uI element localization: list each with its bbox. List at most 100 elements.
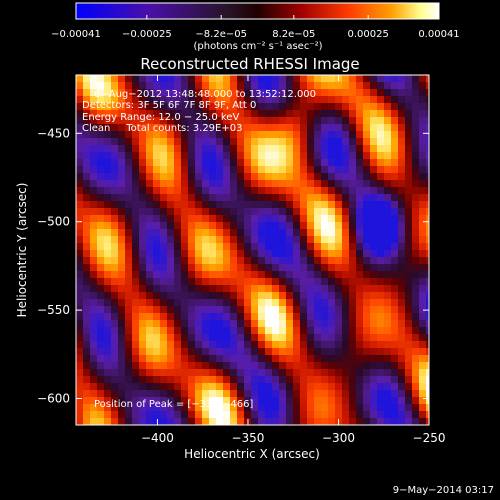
- heatmap-cell: [118, 152, 125, 159]
- heatmap-cell: [244, 131, 251, 138]
- heatmap-cell: [342, 201, 349, 208]
- x-tick-label: −400: [141, 431, 174, 445]
- heatmap-cell: [167, 418, 174, 425]
- heatmap-cell: [335, 250, 342, 257]
- heatmap-cell: [293, 250, 300, 257]
- heatmap-cell: [426, 264, 429, 271]
- heatmap-cell: [111, 243, 118, 250]
- heatmap-cell: [90, 103, 97, 110]
- heatmap-cell: [405, 145, 412, 152]
- heatmap-cell: [293, 355, 300, 362]
- heatmap-cell: [167, 124, 174, 131]
- y-tick-label: −550: [37, 303, 70, 317]
- heatmap-cell: [300, 138, 307, 145]
- heatmap-cell: [419, 82, 426, 89]
- heatmap-cell: [426, 117, 429, 124]
- heatmap-cell: [258, 103, 265, 110]
- heatmap-cell: [349, 257, 356, 264]
- heatmap-cell: [174, 264, 181, 271]
- heatmap-cell: [160, 131, 167, 138]
- heatmap-cell: [244, 271, 251, 278]
- heatmap-cell: [405, 348, 412, 355]
- heatmap-cell: [160, 194, 167, 201]
- heatmap-cell: [272, 250, 279, 257]
- heatmap-cell: [377, 404, 384, 411]
- heatmap-cell: [230, 411, 237, 418]
- heatmap-cell: [426, 89, 429, 96]
- heatmap-cell: [209, 124, 216, 131]
- heatmap-cell: [174, 110, 181, 117]
- heatmap-cell: [342, 208, 349, 215]
- heatmap-cell: [181, 124, 188, 131]
- heatmap-cell: [251, 243, 258, 250]
- heatmap-cell: [293, 348, 300, 355]
- heatmap-cell: [146, 208, 153, 215]
- heatmap-cell: [286, 285, 293, 292]
- heatmap-cell: [426, 390, 429, 397]
- heatmap-cell: [405, 243, 412, 250]
- heatmap-cell: [125, 222, 132, 229]
- heatmap-cell: [202, 299, 209, 306]
- heatmap-cell: [223, 320, 230, 327]
- heatmap-cell: [419, 236, 426, 243]
- heatmap-cell: [356, 355, 363, 362]
- heatmap-cell: [139, 117, 146, 124]
- heatmap-cell: [286, 306, 293, 313]
- heatmap-cell: [237, 201, 244, 208]
- heatmap-cell: [405, 299, 412, 306]
- heatmap-cell: [265, 152, 272, 159]
- heatmap-cell: [398, 278, 405, 285]
- heatmap-cell: [412, 124, 419, 131]
- heatmap-cell: [419, 145, 426, 152]
- heatmap-cell: [356, 341, 363, 348]
- heatmap-cell: [349, 187, 356, 194]
- heatmap-cell: [321, 376, 328, 383]
- heatmap-cell: [279, 215, 286, 222]
- heatmap-cell: [83, 75, 90, 82]
- heatmap-cell: [76, 236, 83, 243]
- heatmap-cell: [76, 159, 83, 166]
- heatmap-cell: [111, 89, 118, 96]
- heatmap-cell: [132, 194, 139, 201]
- heatmap-cell: [237, 362, 244, 369]
- heatmap-cell: [377, 236, 384, 243]
- heatmap-cell: [356, 390, 363, 397]
- heatmap-cell: [300, 124, 307, 131]
- heatmap-cell: [202, 145, 209, 152]
- heatmap-cell: [265, 173, 272, 180]
- heatmap-cell: [279, 271, 286, 278]
- heatmap-cell: [265, 334, 272, 341]
- heatmap-cell: [146, 390, 153, 397]
- heatmap-cell: [258, 299, 265, 306]
- heatmap-cell: [153, 173, 160, 180]
- heatmap-cell: [279, 341, 286, 348]
- heatmap-cell: [363, 376, 370, 383]
- heatmap-cell: [265, 96, 272, 103]
- heatmap-cell: [328, 236, 335, 243]
- heatmap-cell: [251, 117, 258, 124]
- heatmap-cell: [76, 194, 83, 201]
- heatmap-cell: [97, 166, 104, 173]
- heatmap-cell: [202, 341, 209, 348]
- heatmap-cell: [251, 404, 258, 411]
- heatmap-cell: [307, 229, 314, 236]
- heatmap-cell: [265, 285, 272, 292]
- heatmap-cell: [363, 166, 370, 173]
- heatmap-cell: [293, 299, 300, 306]
- heatmap-cell: [272, 222, 279, 229]
- heatmap-cell: [419, 138, 426, 145]
- heatmap-cell: [412, 404, 419, 411]
- heatmap-cell: [426, 124, 429, 131]
- heatmap-cell: [251, 89, 258, 96]
- heatmap-cell: [237, 390, 244, 397]
- heatmap-cell: [160, 327, 167, 334]
- heatmap-cell: [216, 187, 223, 194]
- heatmap-cell: [279, 180, 286, 187]
- heatmap-cell: [111, 173, 118, 180]
- heatmap-cell: [209, 341, 216, 348]
- heatmap-cell: [349, 327, 356, 334]
- heatmap-cell: [335, 89, 342, 96]
- heatmap-cell: [167, 341, 174, 348]
- heatmap-cell: [125, 320, 132, 327]
- heatmap-cell: [258, 180, 265, 187]
